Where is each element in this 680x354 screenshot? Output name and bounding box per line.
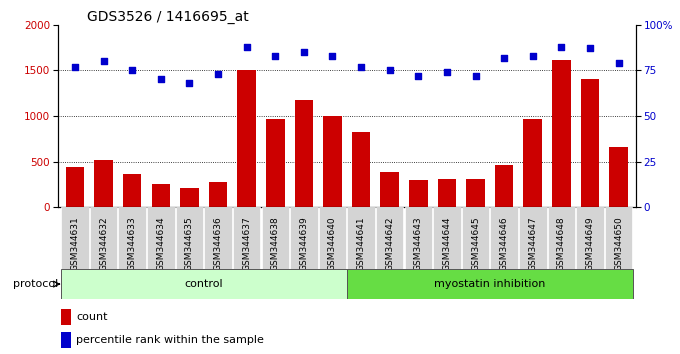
Text: GSM344644: GSM344644 <box>443 216 452 271</box>
Bar <box>61 269 347 299</box>
Point <box>498 55 509 61</box>
Bar <box>433 207 460 269</box>
Point <box>299 49 309 55</box>
Bar <box>438 179 456 207</box>
Bar <box>609 147 628 207</box>
Bar <box>95 160 113 207</box>
Text: GSM344648: GSM344648 <box>557 216 566 271</box>
Bar <box>405 207 432 269</box>
Bar <box>290 207 318 269</box>
Point <box>413 73 424 79</box>
Point <box>441 69 452 75</box>
Bar <box>605 207 632 269</box>
Text: myostatin inhibition: myostatin inhibition <box>435 279 545 289</box>
Bar <box>380 172 399 207</box>
Bar <box>376 207 403 269</box>
Bar <box>323 116 342 207</box>
Bar <box>519 207 547 269</box>
Point <box>126 68 137 73</box>
Bar <box>490 207 518 269</box>
Point <box>69 64 80 69</box>
Bar <box>233 207 260 269</box>
Point <box>327 53 338 59</box>
Bar <box>180 188 199 207</box>
Text: GSM344647: GSM344647 <box>528 216 537 271</box>
Text: GSM344642: GSM344642 <box>386 216 394 271</box>
Bar <box>152 184 170 207</box>
Bar <box>524 119 542 207</box>
Bar <box>118 207 146 269</box>
Point <box>528 53 539 59</box>
Point <box>213 71 224 77</box>
Text: control: control <box>184 279 223 289</box>
Bar <box>319 207 346 269</box>
Bar <box>266 119 284 207</box>
Bar <box>90 207 118 269</box>
Bar <box>466 179 485 207</box>
Bar <box>409 180 428 207</box>
Text: percentile rank within the sample: percentile rank within the sample <box>76 335 264 345</box>
Text: GSM344639: GSM344639 <box>299 216 308 271</box>
Text: GSM344641: GSM344641 <box>356 216 366 271</box>
Point <box>384 68 395 73</box>
Bar <box>552 60 571 207</box>
Text: GDS3526 / 1416695_at: GDS3526 / 1416695_at <box>87 10 248 24</box>
Point <box>98 58 109 64</box>
Text: count: count <box>76 312 108 322</box>
Bar <box>66 167 84 207</box>
Text: GSM344638: GSM344638 <box>271 216 279 271</box>
Point <box>556 44 567 50</box>
Text: GSM344643: GSM344643 <box>414 216 423 271</box>
Text: GSM344650: GSM344650 <box>614 216 623 271</box>
Bar <box>61 309 71 325</box>
Point <box>613 60 624 66</box>
Bar <box>294 99 313 207</box>
Text: GSM344649: GSM344649 <box>585 216 594 271</box>
Bar <box>204 207 232 269</box>
Text: GSM344635: GSM344635 <box>185 216 194 271</box>
Bar <box>352 132 371 207</box>
Bar <box>495 165 513 207</box>
Bar <box>547 207 575 269</box>
Bar <box>581 80 599 207</box>
Bar <box>123 174 141 207</box>
Bar <box>576 207 604 269</box>
Bar <box>61 332 71 348</box>
Point <box>241 44 252 50</box>
Text: GSM344637: GSM344637 <box>242 216 251 271</box>
Point <box>184 80 195 86</box>
Bar <box>462 207 490 269</box>
Text: GSM344632: GSM344632 <box>99 216 108 271</box>
Text: GSM344640: GSM344640 <box>328 216 337 271</box>
Bar <box>175 207 203 269</box>
Text: protocol: protocol <box>13 279 58 289</box>
Text: GSM344634: GSM344634 <box>156 216 165 271</box>
Bar <box>347 269 633 299</box>
Point <box>356 64 367 69</box>
Text: GSM344633: GSM344633 <box>128 216 137 271</box>
Point <box>155 77 166 82</box>
Bar <box>347 207 375 269</box>
Text: GSM344645: GSM344645 <box>471 216 480 271</box>
Text: GSM344636: GSM344636 <box>214 216 222 271</box>
Point <box>470 73 481 79</box>
Bar <box>61 207 88 269</box>
Point <box>585 46 596 51</box>
Bar <box>209 182 227 207</box>
Text: GSM344646: GSM344646 <box>500 216 509 271</box>
Bar <box>147 207 175 269</box>
Bar <box>262 207 289 269</box>
Text: GSM344631: GSM344631 <box>71 216 80 271</box>
Point <box>270 53 281 59</box>
Bar <box>237 70 256 207</box>
